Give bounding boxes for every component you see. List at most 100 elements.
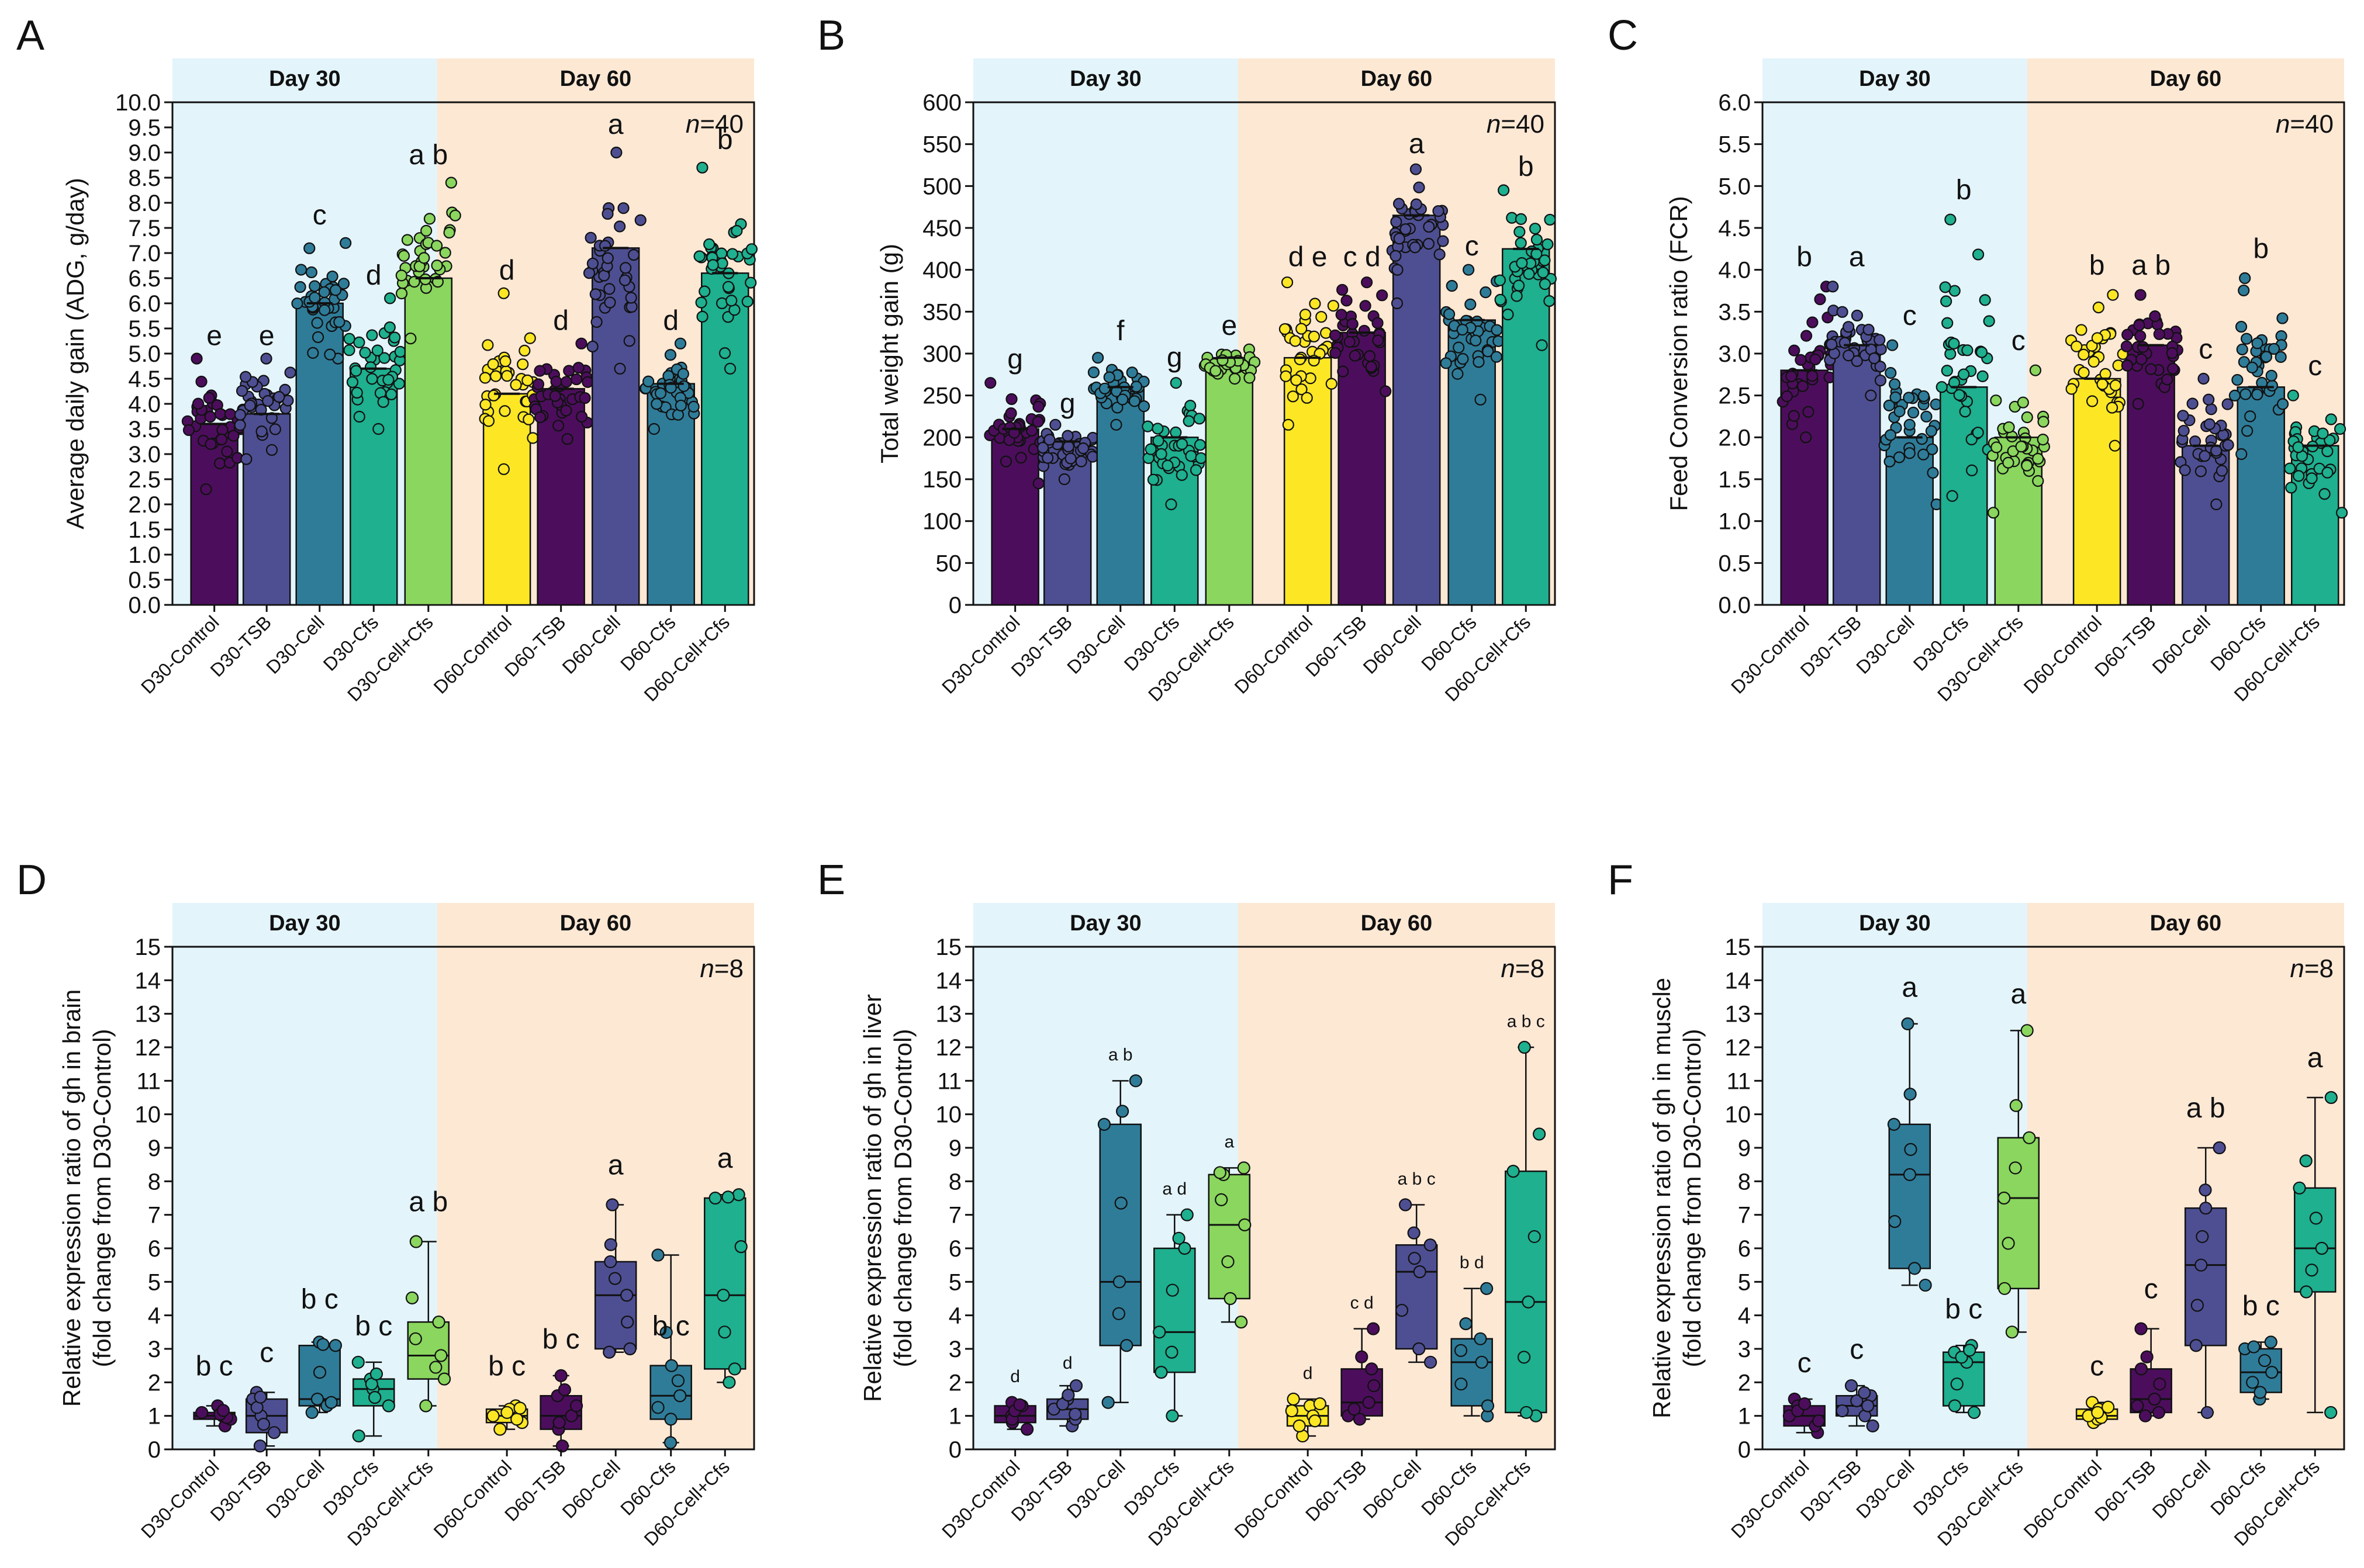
data-point: [2231, 373, 2244, 386]
y-tick-label: 11: [136, 1068, 161, 1094]
data-point: [1069, 1407, 1082, 1421]
data-point: [1193, 413, 1205, 425]
data-point: [2244, 410, 2256, 423]
significance-letter: c: [1798, 1348, 1812, 1379]
significance-letter: a: [717, 1143, 733, 1174]
data-point: [2265, 1366, 2279, 1379]
data-point: [724, 362, 737, 375]
data-point: [1518, 1040, 1531, 1054]
significance-letter: c: [260, 1338, 274, 1369]
x-tick-label: D30-Control: [938, 1456, 1024, 1542]
data-point: [1953, 389, 1965, 401]
y-tick-label: 5.5: [128, 316, 161, 342]
data-point: [1464, 298, 1477, 310]
data-point: [606, 1198, 619, 1212]
y-tick-label: 6.5: [128, 266, 161, 292]
data-point: [305, 266, 317, 279]
data-point: [614, 362, 626, 375]
bar: [647, 383, 695, 606]
data-point: [340, 237, 352, 249]
header-day60: Day 60: [560, 67, 632, 91]
data-point: [1235, 1316, 1248, 1329]
data-point: [1423, 1238, 1437, 1252]
data-point: [1147, 473, 1160, 486]
data-point: [1111, 401, 1124, 414]
data-point: [2285, 482, 2297, 494]
bar: [701, 272, 749, 606]
data-point: [552, 1416, 566, 1429]
data-point: [1308, 330, 1320, 342]
data-point: [1785, 370, 1798, 383]
data-point: [1165, 1345, 1178, 1359]
data-point: [1903, 1168, 1917, 1181]
data-point: [651, 398, 663, 410]
data-point: [487, 358, 499, 371]
data-point: [1190, 464, 1202, 476]
data-point: [663, 1436, 678, 1449]
data-point: [2029, 364, 2042, 376]
bar: [482, 393, 531, 606]
plot-frame: [1761, 946, 2345, 1451]
data-point: [1215, 1193, 1228, 1206]
data-point: [671, 1374, 685, 1387]
data-point: [1289, 335, 1301, 347]
data-point: [1391, 264, 1404, 276]
data-point: [1281, 276, 1294, 289]
data-point: [708, 1191, 722, 1205]
data-point: [1184, 399, 1197, 412]
data-point: [1008, 427, 1021, 439]
data-point: [620, 262, 632, 274]
data-point: [732, 1188, 745, 1202]
data-point: [1796, 380, 1809, 392]
data-point: [1166, 1283, 1179, 1297]
n-label-value: =40: [1501, 110, 1544, 139]
data-point: [1443, 308, 1456, 320]
data-point: [1530, 248, 1543, 260]
data-point: [1229, 372, 1241, 385]
data-point: [1968, 1406, 1981, 1420]
data-point: [1360, 276, 1373, 289]
bar: [404, 277, 453, 606]
data-point: [1513, 279, 1525, 292]
significance-letter: c: [2199, 334, 2213, 365]
n-label-value: =8: [2304, 954, 2334, 983]
y-axis-title: Relative expression ratio of gh in brain: [58, 989, 85, 1407]
data-point: [569, 1399, 583, 1413]
data-point: [1087, 451, 1099, 463]
data-point: [1990, 394, 2002, 407]
data-point: [405, 1291, 419, 1304]
data-point: [437, 1372, 451, 1386]
data-point: [1939, 281, 1951, 293]
data-point: [1451, 368, 1464, 380]
y-tick-label: 8: [949, 1169, 962, 1195]
significance-letter: b d: [1460, 1253, 1484, 1272]
header-day60: Day 60: [2150, 911, 2222, 936]
data-point: [1903, 1088, 1917, 1101]
y-tick-label: 15: [1725, 934, 1751, 960]
data-point: [2197, 372, 2210, 385]
y-tick-label: 0.5: [1718, 551, 1751, 576]
data-point: [521, 374, 534, 387]
data-point: [1075, 455, 1087, 468]
header-day60: Day 60: [2150, 67, 2222, 91]
significance-letter: d e: [1288, 242, 1328, 273]
significance-letter: b c: [542, 1324, 580, 1355]
y-tick-label: 3: [1738, 1337, 1751, 1362]
data-point: [726, 248, 739, 260]
data-point: [1422, 238, 1435, 250]
data-point: [1062, 430, 1074, 442]
y-tick-label: 8: [148, 1169, 161, 1195]
data-point: [191, 352, 203, 365]
data-point: [265, 444, 278, 456]
data-point: [192, 397, 205, 410]
panel-label: C: [1608, 12, 1638, 59]
data-point: [409, 1235, 423, 1248]
y-tick-label: 9: [148, 1136, 161, 1161]
data-point: [395, 269, 407, 282]
data-point: [1103, 371, 1115, 383]
data-point: [2235, 448, 2248, 461]
significance-letter: d: [663, 306, 679, 337]
y-tick-label: 6: [148, 1236, 161, 1262]
data-point: [1365, 361, 1377, 373]
data-point: [1407, 1226, 1421, 1240]
